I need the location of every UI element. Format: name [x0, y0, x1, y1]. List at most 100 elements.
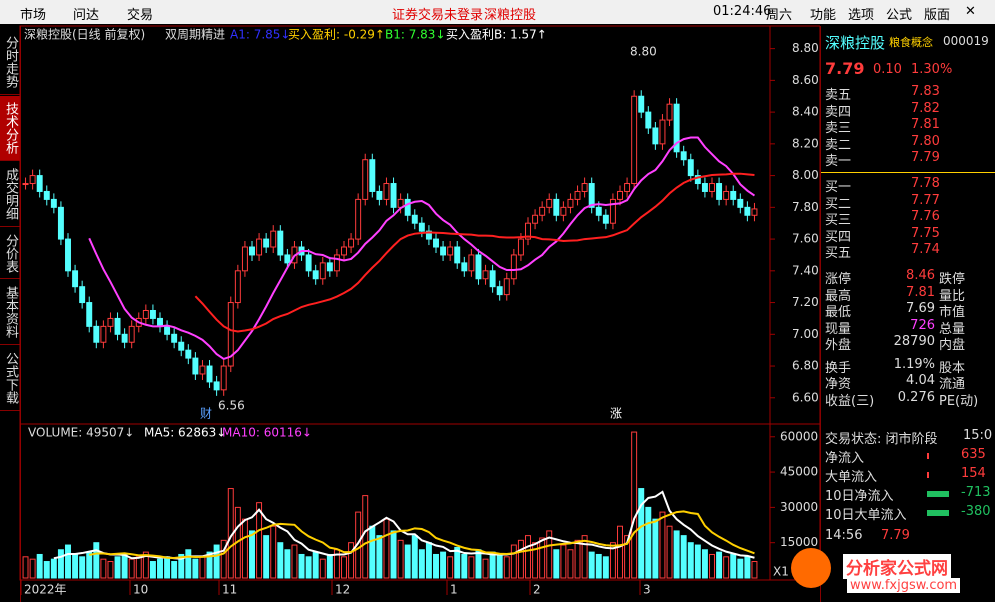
tool-item[interactable]: 版面 [924, 8, 951, 23]
candle [241, 246, 248, 272]
candle [178, 341, 185, 351]
menu-item[interactable]: 问达 [73, 8, 100, 23]
candle [404, 198, 411, 216]
volume-bar [645, 506, 652, 579]
volume-bar [93, 542, 100, 579]
volume-bar [404, 544, 411, 579]
volume-bar [312, 551, 319, 579]
volume-bar [348, 542, 355, 579]
volume-bar [206, 551, 213, 579]
tool-item[interactable]: 功能 [810, 8, 837, 23]
tool-item[interactable]: 公式 [886, 8, 913, 23]
volume-bar [574, 539, 581, 579]
side-tab[interactable]: 技术分析 [0, 96, 20, 161]
ask-label: 卖一 [825, 154, 852, 169]
volume-bar [383, 518, 390, 579]
stat-label: 现量 [825, 321, 852, 337]
weekday: 周六 [766, 8, 793, 23]
candle [312, 270, 319, 280]
candle [121, 333, 128, 343]
candle [149, 309, 156, 319]
y-tick-label: 45000 [780, 465, 818, 479]
login-notice[interactable]: 证券交易未登录 [392, 8, 484, 23]
candle [539, 206, 546, 216]
indicator-legend: 买入盈利B: 1.57↑ [446, 28, 547, 42]
bid-price: 7.75 [911, 225, 940, 241]
volume-bar [723, 556, 730, 579]
volume-bar [171, 561, 178, 579]
stat-label: PE(动) [939, 393, 979, 409]
candle [737, 198, 744, 208]
bid-label: 买四 [825, 229, 852, 245]
candle [319, 262, 326, 280]
y-tick-label: 6.80 [792, 359, 819, 373]
side-tab[interactable]: 公式下载 [0, 346, 20, 411]
candle [326, 262, 333, 272]
side-tab[interactable]: 成交明细 [0, 162, 20, 227]
volume-bar [595, 553, 602, 579]
volume-bar [609, 542, 616, 579]
volume-legend: VOLUME: 49507↓ [28, 426, 134, 440]
bid-label: 买五 [825, 246, 852, 261]
candle [687, 159, 694, 177]
candle [709, 183, 715, 192]
stat-label: 净资 [825, 377, 852, 392]
ask-label: 卖二 [825, 137, 852, 153]
candle [270, 230, 277, 248]
side-tab[interactable]: 分价表 [0, 228, 20, 279]
volume-bar [284, 549, 291, 579]
candle [730, 190, 737, 200]
volume-bar [213, 544, 220, 579]
volume-bar [631, 431, 638, 579]
y-tick-label: 6.60 [792, 390, 819, 404]
side-tab[interactable]: 基本资料 [0, 280, 20, 345]
stat-label: 市值 [939, 305, 966, 320]
volume-bar [326, 553, 333, 579]
volume-bar [376, 535, 383, 579]
volume-bar [418, 549, 425, 579]
ask-label: 卖五 [825, 88, 852, 103]
candle [553, 198, 560, 216]
ask-price: 7.81 [911, 117, 940, 132]
trade-status: 交易状态: 闭市阶段 [825, 432, 938, 447]
candle [57, 206, 64, 240]
y-tick-label: 7.40 [792, 263, 819, 277]
price: 7.79 [825, 59, 865, 78]
stat-label: 涨停 [825, 272, 852, 287]
volume-bar [447, 556, 454, 579]
volume-bar [638, 488, 645, 579]
y-tick-label: 7.60 [792, 232, 819, 246]
candle [645, 111, 652, 129]
volume-ma [89, 510, 755, 559]
ask-price: 7.80 [911, 133, 940, 149]
candle [680, 151, 687, 161]
menu-item[interactable]: 交易 [127, 8, 154, 23]
candle [256, 238, 263, 256]
side-tab[interactable]: 分时走势 [0, 30, 20, 95]
candle [503, 278, 510, 296]
candle [546, 198, 553, 208]
volume-bar [114, 556, 121, 579]
chart: 深粮控股(日线 前复权) 双周期精进 A1: 7.85↓买入盈利: -0.29↑ B1… [19, 25, 820, 597]
candle [560, 206, 567, 216]
bid-label: 买二 [825, 196, 852, 212]
chart-title: 深粮控股(日线 前复权) [24, 27, 145, 42]
candle [716, 183, 723, 200]
menu-item[interactable]: 市场 [20, 8, 47, 23]
close-button[interactable]: ✕ [965, 4, 976, 19]
candle [263, 238, 270, 248]
volume-bar [362, 495, 369, 579]
candle [107, 317, 114, 327]
stat-label: 最高 [825, 288, 852, 304]
tool-item[interactable]: 选项 [848, 8, 875, 23]
stock-name: 深粮控股 [825, 34, 886, 52]
volume-bar [652, 518, 659, 579]
volume-bar [425, 542, 432, 579]
stat-label: 量比 [939, 288, 966, 304]
flow-value: 635 [961, 447, 986, 462]
last-price: 7.79 [881, 528, 910, 543]
stock-name: 深粮控股 [484, 8, 537, 23]
stat-label: 外盘 [825, 338, 852, 353]
volume-bar [305, 556, 312, 579]
volume-bar [489, 551, 496, 579]
